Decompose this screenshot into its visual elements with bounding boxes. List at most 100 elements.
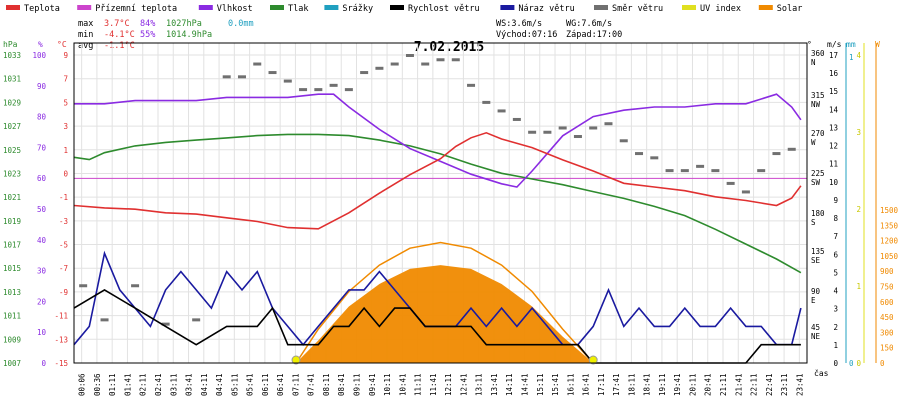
wind-axis-tick: 7 (833, 232, 838, 241)
pressure-axis-tick: 1015 (3, 264, 21, 273)
solar-axis-tick: 1500 (880, 206, 899, 215)
wind-direction-mark (283, 79, 292, 83)
temperature-axis-tick: -9 (59, 288, 68, 297)
wind-direction-mark (680, 169, 689, 173)
wind-direction-mark (161, 322, 170, 326)
time-tick: 20:11 (688, 373, 697, 396)
time-tick: 16:11 (566, 373, 575, 396)
stats-min-press: 1014.9hPa (166, 30, 212, 40)
wind-direction-mark (711, 169, 720, 173)
solar-axis-tick: 300 (880, 328, 894, 337)
rain-axis-tick: 1 (849, 53, 854, 62)
solar-axis-tick: 600 (880, 298, 894, 307)
direction-axis-tick: 360 (811, 49, 825, 58)
stats-ws: WS:3.6m/s (496, 19, 542, 29)
wind-axis-tick: 8 (833, 214, 838, 223)
time-tick: 19:41 (673, 373, 682, 396)
humidity-axis-tick: 80 (37, 113, 47, 122)
solar-axis-tick: 1350 (880, 221, 899, 230)
temperature-axis-tick: 1 (63, 146, 68, 155)
legend-swatch-4 (324, 5, 339, 10)
direction-axis-tick: E (811, 296, 816, 305)
wind-direction-mark (543, 130, 552, 134)
legend-swatch-8 (682, 5, 696, 10)
time-tick: 12:41 (459, 373, 468, 396)
legend: Teplota Přízemní teplota Vlhkost Tlak Srážky… (6, 4, 802, 14)
solar-axis-tick: 750 (880, 283, 894, 292)
pressure-axis-tick: 1033 (3, 51, 21, 60)
unit-deg: ° (807, 40, 812, 49)
wind-direction-mark (665, 169, 674, 173)
time-tick: 07:41 (307, 373, 316, 396)
unit-degc: °C (57, 40, 67, 49)
time-tick: 04:11 (200, 373, 209, 396)
wind-axis-tick: 15 (829, 87, 838, 96)
wind-direction-mark (604, 122, 613, 126)
wind-direction-mark (696, 164, 705, 168)
legend-label-9: Solar (777, 4, 803, 14)
wind-direction-mark (268, 71, 277, 75)
legend-swatch-6 (500, 5, 515, 10)
solar-axis-tick: 150 (880, 344, 894, 353)
time-tick: 05:11 (230, 373, 239, 396)
time-tick: 05:41 (246, 373, 255, 396)
temperature-axis-tick: -11 (54, 312, 68, 321)
time-tick: 02:11 (139, 373, 148, 396)
uv-axis-tick: 2 (856, 205, 861, 214)
direction-axis-tick: 90 (811, 287, 821, 296)
time-tick: 22:11 (750, 373, 759, 396)
series-line-Vlhkost (74, 93, 802, 188)
stats-rain: 0.0mm (228, 19, 254, 29)
legend-label-8: UV index (700, 4, 741, 14)
series-layer (73, 54, 807, 365)
time-tick: 20:41 (704, 373, 713, 396)
wind-direction-mark (757, 169, 766, 173)
wind-axis-tick: 1 (833, 341, 838, 350)
solar-axis-tick: 450 (880, 313, 894, 322)
time-tick: 08:41 (337, 373, 346, 396)
unit-time: čas (814, 368, 829, 378)
solar-axis-tick: 0 (880, 359, 885, 368)
temperature-axis-tick: 7 (63, 75, 68, 84)
wind-axis-tick: 14 (829, 105, 839, 114)
wind-direction-mark (635, 152, 644, 156)
pressure-axis-tick: 1009 (3, 335, 21, 344)
legend-label-2: Vlhkost (217, 4, 253, 14)
wind-axis-tick: 10 (829, 178, 839, 187)
plot-frame (73, 42, 808, 364)
wind-direction-mark (497, 109, 506, 113)
time-tick: 15:41 (551, 373, 560, 396)
pressure-axis-tick: 1025 (3, 146, 21, 155)
time-tick: 14:11 (505, 373, 514, 396)
temperature-axis-tick: 9 (63, 51, 68, 60)
wind-axis-tick: 9 (833, 196, 838, 205)
humidity-axis-tick: 90 (37, 82, 47, 91)
temperature-axis-tick: -3 (59, 217, 68, 226)
legend-label-6: Náraz větru (518, 4, 574, 14)
uv-axis-tick: 3 (856, 128, 861, 137)
wind-direction-mark (314, 88, 323, 92)
time-tick: 10:41 (398, 373, 407, 396)
series-line-Teplota (73, 131, 802, 230)
temperature-axis-tick: -5 (59, 241, 68, 250)
pressure-axis-tick: 1027 (3, 122, 21, 131)
wind-direction-mark (619, 139, 628, 143)
time-tick: 00:36 (93, 373, 102, 396)
legend-swatch-9 (758, 5, 773, 10)
wind-axis-tick: 11 (829, 160, 838, 169)
temperature-axis-tick: -15 (54, 359, 68, 368)
wind-axis-tick: 13 (829, 123, 838, 132)
solar-axis-tick: 900 (880, 267, 894, 276)
uv-axis-tick: 4 (856, 51, 861, 60)
wind-direction-mark (222, 75, 231, 79)
wind-direction-mark (299, 88, 308, 92)
time-tick: 17:11 (597, 373, 606, 396)
wind-direction-mark (573, 135, 582, 139)
time-tick: 11:11 (414, 373, 423, 396)
rain-axis-tick: 0 (849, 359, 854, 368)
time-tick: 23:41 (795, 373, 804, 396)
temperature-axis-tick: -7 (59, 264, 68, 273)
unit-mm: mm (846, 40, 856, 49)
wind-axis-tick: 6 (833, 250, 838, 259)
stats-wg: WG:7.6m/s (566, 19, 612, 29)
